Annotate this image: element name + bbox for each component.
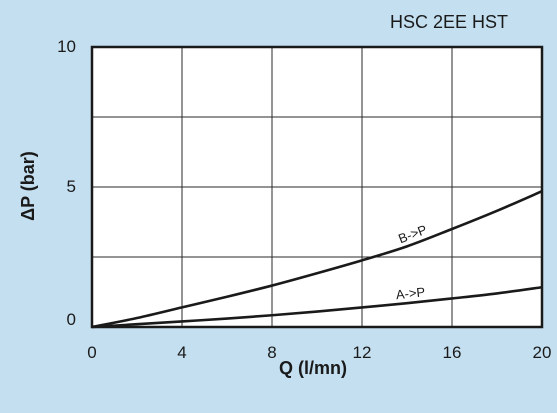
x-tick-label: 12 bbox=[353, 343, 372, 362]
series-curves bbox=[91, 190, 543, 329]
x-axis-title: Q (l/mn) bbox=[279, 358, 347, 378]
y-tick-label: 0 bbox=[67, 310, 76, 329]
x-tick-label: 8 bbox=[267, 343, 276, 362]
plot-frame bbox=[90, 45, 544, 329]
x-tick-label: 16 bbox=[443, 343, 462, 362]
y-axis-ticks: 0 5 10 bbox=[57, 37, 76, 329]
chart-title: HSC 2EE HST bbox=[390, 12, 508, 32]
y-axis-title: ΔP (bar) bbox=[18, 151, 38, 221]
grid-lines bbox=[92, 47, 542, 327]
x-tick-label: 0 bbox=[87, 343, 96, 362]
x-axis-ticks: 0 4 8 12 16 20 bbox=[87, 343, 551, 362]
x-tick-label: 4 bbox=[177, 343, 186, 362]
series-label: A->P bbox=[395, 284, 426, 302]
series-line bbox=[91, 285, 543, 329]
series-line bbox=[91, 190, 543, 329]
y-tick-label: 5 bbox=[67, 177, 76, 196]
x-tick-label: 20 bbox=[533, 343, 552, 362]
y-tick-label: 10 bbox=[57, 37, 76, 56]
plot-area bbox=[90, 45, 544, 329]
